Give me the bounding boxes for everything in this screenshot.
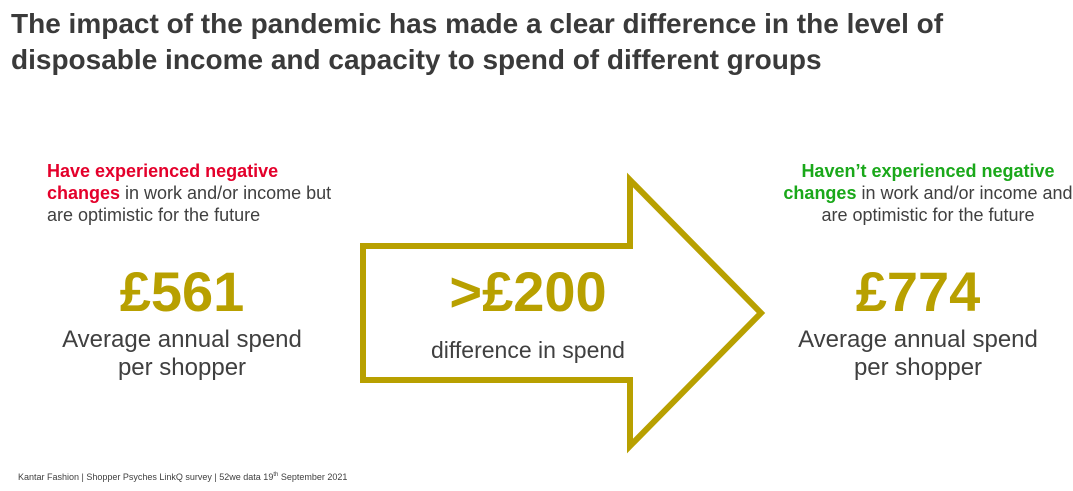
- arrow-shape: [360, 172, 766, 454]
- left-rest: in work and/or income but are optimistic…: [47, 183, 332, 225]
- left-caption: Average annual spend per shopper: [62, 326, 302, 381]
- footer-text: Kantar Fashion | Shopper Psyches LinkQ s…: [18, 472, 274, 482]
- footer-sup: th: [273, 472, 279, 478]
- middle-value: >£200: [449, 260, 607, 323]
- right-caption: Average annual spend per shopper: [798, 326, 1038, 381]
- right-value: £774: [855, 260, 981, 323]
- right-highlight: Haven’t experienced negative changes: [783, 161, 1055, 203]
- slide-title: The impact of the pandemic has made a cl…: [11, 8, 944, 75]
- right-group-description: Haven’t experienced negative changes in …: [783, 160, 1073, 226]
- right-rest: in work and/or income and are optimistic…: [821, 183, 1073, 225]
- footer-source: Kantar Fashion | Shopper Psyches LinkQ s…: [18, 472, 347, 482]
- footer-text-end: September 2021: [278, 472, 348, 482]
- left-value: £561: [119, 260, 245, 323]
- middle-caption: difference in spend: [431, 337, 625, 363]
- left-highlight: Have experienced negative changes: [47, 161, 279, 203]
- left-group-description: Have experienced negative changes in wor…: [47, 160, 337, 226]
